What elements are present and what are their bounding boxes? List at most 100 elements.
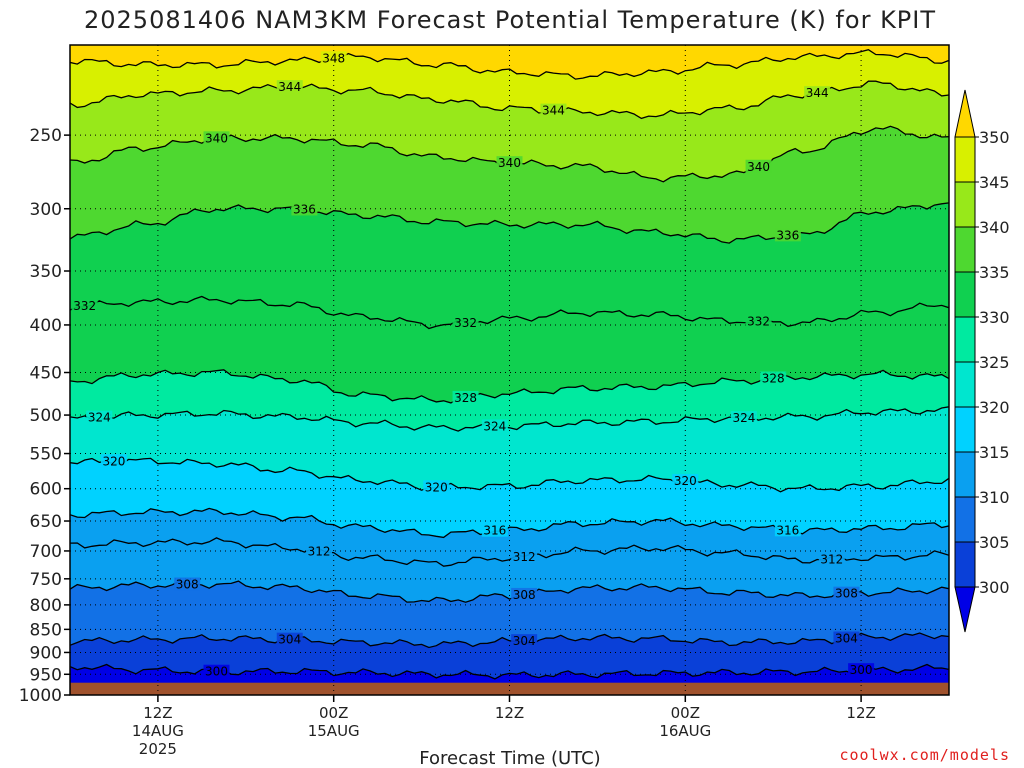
- y-tick-label: 1000: [19, 686, 62, 706]
- contour-label-bg: [833, 586, 860, 600]
- y-axis: 250 300 350 400 450 500 550 600 650 700 750 800 850 9…: [19, 126, 70, 706]
- contour-label-bg: [452, 390, 479, 404]
- contour-label-bg: [672, 474, 699, 488]
- contour-label-bg: [804, 86, 831, 100]
- contour-label-bg: [745, 159, 772, 173]
- colorbar-tick-label: 320: [979, 398, 1010, 417]
- x-tick-date: 16AUG: [659, 722, 711, 740]
- y-tick-label: 900: [30, 643, 62, 663]
- contour-label-bg: [745, 314, 772, 328]
- contour-label: 336: [776, 228, 799, 242]
- contour-label-bg: [174, 577, 201, 591]
- contour-label: 328: [454, 391, 477, 405]
- y-tick-label: 350: [30, 262, 62, 282]
- contour-label: 340: [747, 160, 770, 174]
- y-tick-label: 650: [30, 512, 62, 532]
- y-tick-label: 450: [30, 364, 62, 384]
- colorbar-segment: [954, 361, 976, 408]
- y-tick-label: 500: [30, 406, 62, 426]
- contour-label-bg: [306, 544, 333, 558]
- site-credit: coolwx.com/models: [839, 746, 1010, 764]
- contour-label-bg: [203, 131, 230, 145]
- chart-title: 2025081406 NAM3KM Forecast Potential Tem…: [84, 6, 936, 34]
- below-ground-area: [70, 682, 949, 695]
- x-tick-label: 00Z: [319, 704, 348, 722]
- contour-label: 308: [835, 587, 858, 601]
- contour-348: [70, 48, 949, 80]
- contour-label: 332: [73, 299, 96, 313]
- contour-label-bg: [423, 480, 450, 494]
- filled-bands: [70, 45, 949, 695]
- colorbar-tick-label: 325: [979, 353, 1010, 372]
- contour-320: [70, 457, 949, 493]
- contour-label-bg: [511, 550, 538, 564]
- contour-label: 316: [483, 524, 506, 538]
- colorbar-extend-bottom: [954, 586, 976, 633]
- y-tick-label: 950: [30, 665, 62, 685]
- colorbar-extend-top: [954, 89, 976, 138]
- contour-label: 328: [762, 372, 785, 386]
- contour-label-bg: [86, 410, 113, 424]
- colorbar-tick-label: 345: [979, 173, 1010, 192]
- contour-label-bg: [100, 454, 127, 468]
- colorbar-tick-label: 340: [979, 218, 1010, 237]
- contour-label-bg: [291, 202, 318, 216]
- colorbar-tick-label: 310: [979, 488, 1010, 507]
- contour-label-bg: [481, 523, 508, 537]
- contour-label-bg: [276, 632, 303, 646]
- colorbar-segment: [954, 136, 976, 183]
- contour-label: 300: [850, 663, 873, 677]
- contour-label: 308: [176, 578, 199, 592]
- contour-label: 324: [88, 411, 111, 425]
- colorbar-tick-label: 305: [979, 533, 1010, 552]
- contour-label: 324: [483, 419, 506, 433]
- contour-label: 344: [806, 86, 829, 100]
- contour-label: 324: [732, 411, 755, 425]
- contour-label-bg: [848, 663, 875, 677]
- y-tick-label: 850: [30, 620, 62, 640]
- contour-label-bg: [276, 80, 303, 94]
- contour-label: 340: [498, 156, 521, 170]
- contour-labels: 348 344 344 344 340 340 340 336 336 332 332 332 328 3…: [71, 51, 875, 679]
- contour-332: [70, 295, 949, 330]
- y-tick-label: 750: [30, 570, 62, 590]
- contour-label: 320: [102, 454, 125, 468]
- contour-label: 320: [674, 474, 697, 488]
- contour-label: 308: [513, 588, 536, 602]
- contour-312: [70, 537, 949, 567]
- contour-328: [70, 369, 949, 404]
- x-axis-label: Forecast Time (UTC): [419, 748, 600, 768]
- contour-label-bg: [481, 419, 508, 433]
- contour-label: 336: [293, 202, 316, 216]
- contour-308: [70, 580, 949, 603]
- contour-label: 304: [278, 633, 301, 647]
- contour-label-bg: [833, 631, 860, 645]
- y-tick-label: 800: [30, 596, 62, 616]
- colorbar-segment: [954, 451, 976, 498]
- x-tick-date: 14AUG: [132, 722, 184, 740]
- contour-label: 332: [747, 315, 770, 329]
- y-tick-label: 550: [30, 445, 62, 465]
- contour-324: [70, 406, 949, 432]
- colorbar-segment: [954, 406, 976, 453]
- contour-label-bg: [730, 411, 757, 425]
- colorbar-segment: [954, 541, 976, 588]
- y-tick-label: 250: [30, 126, 62, 146]
- y-tick-label: 300: [30, 200, 62, 220]
- contour-label-bg: [540, 103, 567, 117]
- grid-lines: [70, 45, 949, 695]
- contour-label-bg: [71, 298, 98, 312]
- colorbar: 300 305 310 315 320 325 330 335 340 345 350: [954, 89, 1010, 633]
- contour-label: 348: [322, 51, 345, 65]
- x-tick-date: 15AUG: [308, 722, 360, 740]
- x-tick-label: 12Z: [143, 704, 172, 722]
- x-tick-year: 2025: [139, 740, 177, 758]
- contour-label: 304: [513, 634, 536, 648]
- colorbar-segment: [954, 271, 976, 318]
- y-tick-label: 400: [30, 316, 62, 336]
- contour-label-bg: [818, 552, 845, 566]
- contour-label-bg: [203, 664, 230, 678]
- y-tick-label: 600: [30, 480, 62, 500]
